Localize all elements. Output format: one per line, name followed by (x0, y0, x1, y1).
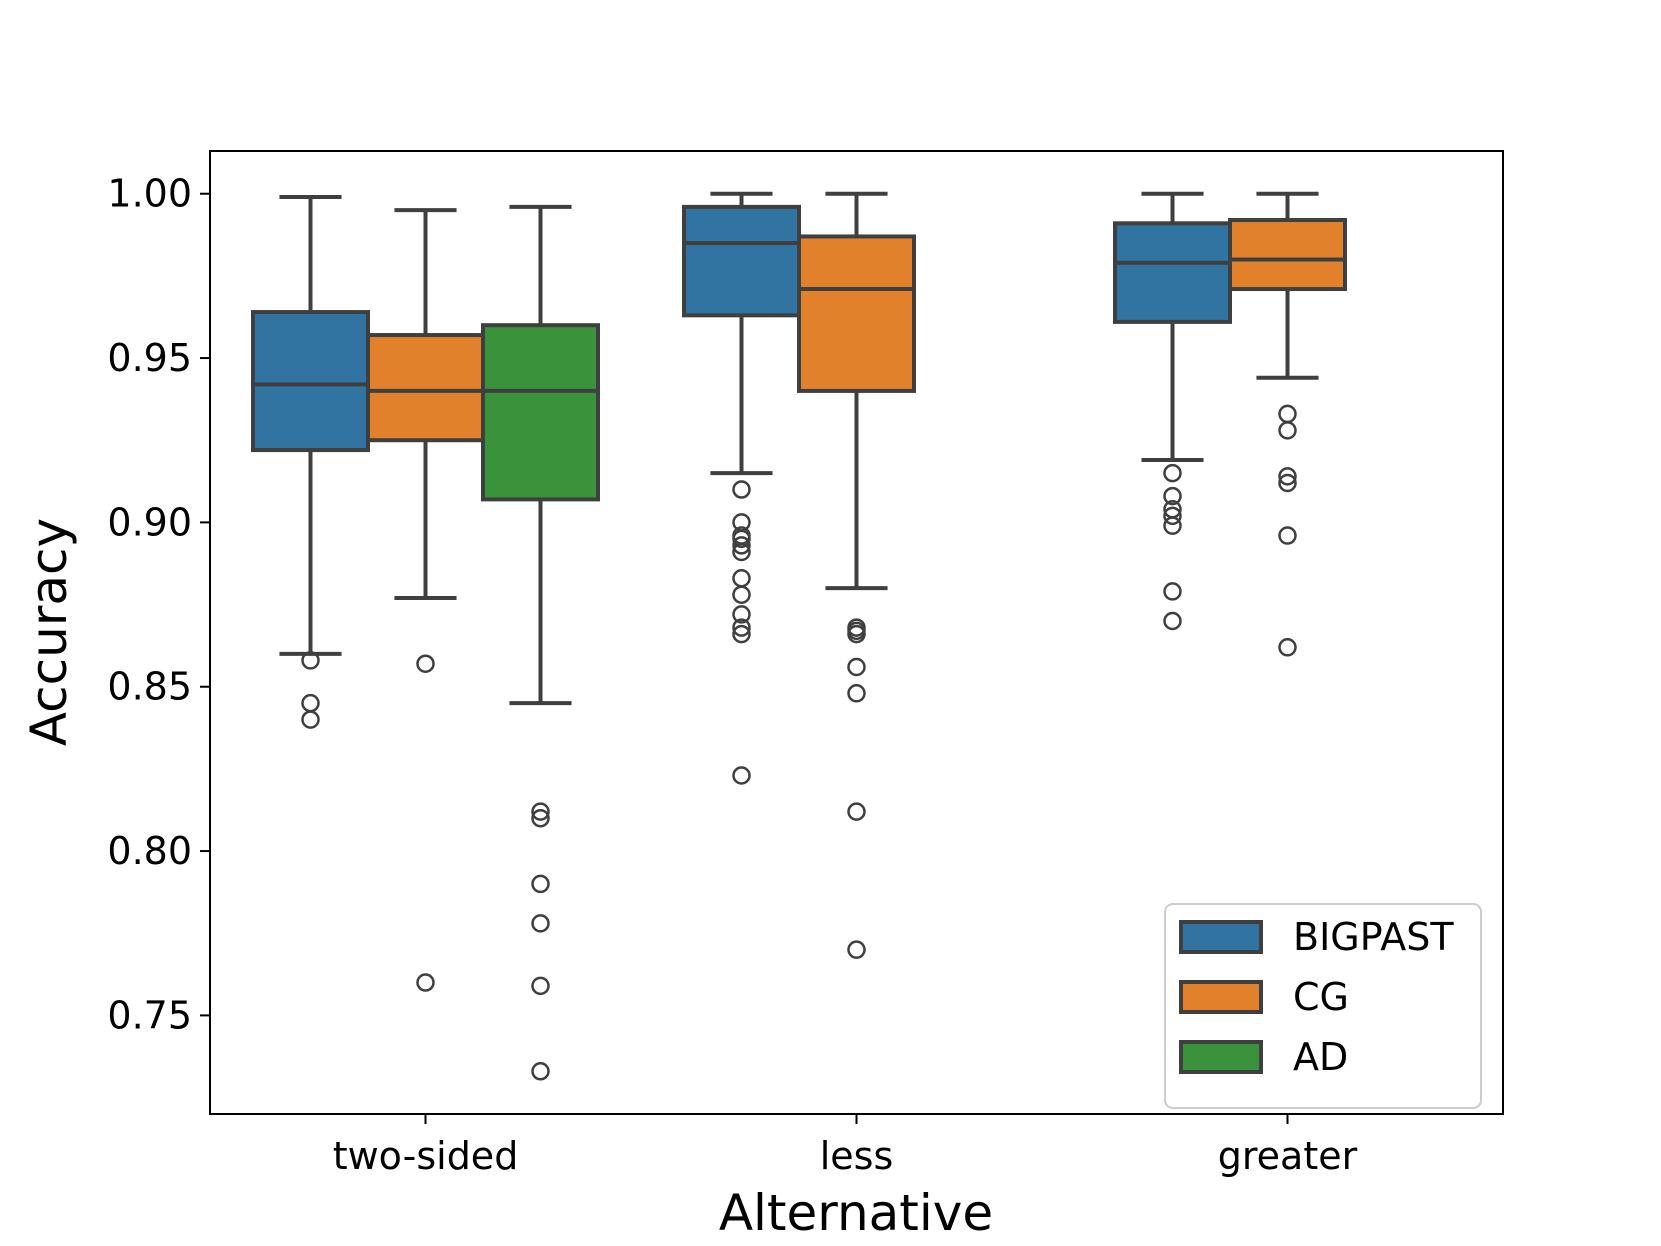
outlier-point (1163, 486, 1182, 506)
outlier-point (847, 940, 866, 959)
outlier-point (416, 973, 435, 992)
outlier-point (531, 976, 550, 996)
y-axis-title: Accuracy (20, 518, 78, 746)
outlier-point (416, 654, 435, 673)
outlier-point (531, 802, 550, 821)
plot-area-frame (209, 150, 1504, 1115)
box-iqr (251, 310, 370, 453)
legend-swatch-ad (1179, 1040, 1263, 1074)
legend-label-ad: AD (1293, 1035, 1348, 1079)
legend-swatch-bigpast (1179, 920, 1263, 954)
outlier-point (1163, 516, 1182, 535)
y-tick-label: 0.80 (107, 829, 192, 873)
outlier-point (1278, 421, 1297, 440)
y-axis: 0.75 0.80 0.85 0.90 0.95 1.00 (107, 172, 210, 1037)
box-bigpast-two-sided (251, 195, 370, 729)
legend: BIGPAST CG AD (1164, 903, 1482, 1109)
outlier-point (732, 536, 751, 555)
y-tick-label: 1.00 (107, 172, 192, 216)
legend-label-cg: CG (1293, 975, 1349, 1019)
x-tick-label: greater (1218, 1134, 1358, 1178)
outlier-point (732, 585, 751, 604)
y-tick-label: 0.90 (107, 500, 192, 544)
outlier-point (732, 480, 751, 499)
outlier-point (732, 542, 751, 562)
outlier-point (1278, 467, 1297, 486)
x-tick-label: two-sided (333, 1134, 519, 1178)
outlier-point (732, 766, 751, 785)
y-tick-label: 0.95 (107, 336, 192, 380)
outlier-point (847, 684, 866, 703)
outlier-point (847, 657, 866, 677)
outlier-point (1163, 582, 1182, 601)
outlier-point (1163, 611, 1182, 631)
box-iqr (366, 333, 485, 443)
outlier-point (531, 874, 550, 894)
x-tick-label: less (820, 1134, 894, 1178)
box-cg-two-sided (366, 208, 485, 992)
outlier-point (301, 651, 320, 670)
outlier-point (732, 529, 751, 549)
y-tick-label: 0.85 (107, 665, 192, 709)
box-cg-less (797, 191, 916, 959)
y-tick-label: 0.75 (107, 993, 192, 1037)
outlier-point (732, 605, 751, 624)
outlier-point (531, 1062, 550, 1081)
outlier-point (732, 618, 751, 637)
outlier-point (847, 624, 866, 644)
box-iqr (797, 234, 916, 393)
box-series (251, 191, 1347, 1081)
box-iqr (682, 204, 801, 318)
outlier-point (301, 710, 320, 729)
outlier-point (1163, 463, 1182, 483)
outlier-point (1278, 638, 1297, 657)
outlier-point (531, 914, 550, 933)
outlier-point (1278, 473, 1297, 493)
outlier-point (1278, 526, 1297, 545)
box-cg-greater (1228, 191, 1347, 657)
box-ad-two-sided (481, 204, 600, 1081)
box-iqr (481, 323, 600, 502)
legend-swatch-cg (1179, 980, 1263, 1014)
legend-label-bigpast: BIGPAST (1293, 915, 1454, 959)
box-iqr (1228, 218, 1347, 292)
outlier-point (732, 624, 751, 644)
outlier-point (1163, 506, 1182, 526)
outlier-point (531, 808, 550, 828)
box-bigpast-greater (1113, 191, 1232, 631)
outlier-point (847, 802, 866, 821)
box-bigpast-less (682, 191, 801, 785)
x-axis-title: Alternative (719, 1184, 993, 1242)
box-iqr (1113, 221, 1232, 324)
x-axis: two-sided less greater (333, 1114, 1358, 1178)
